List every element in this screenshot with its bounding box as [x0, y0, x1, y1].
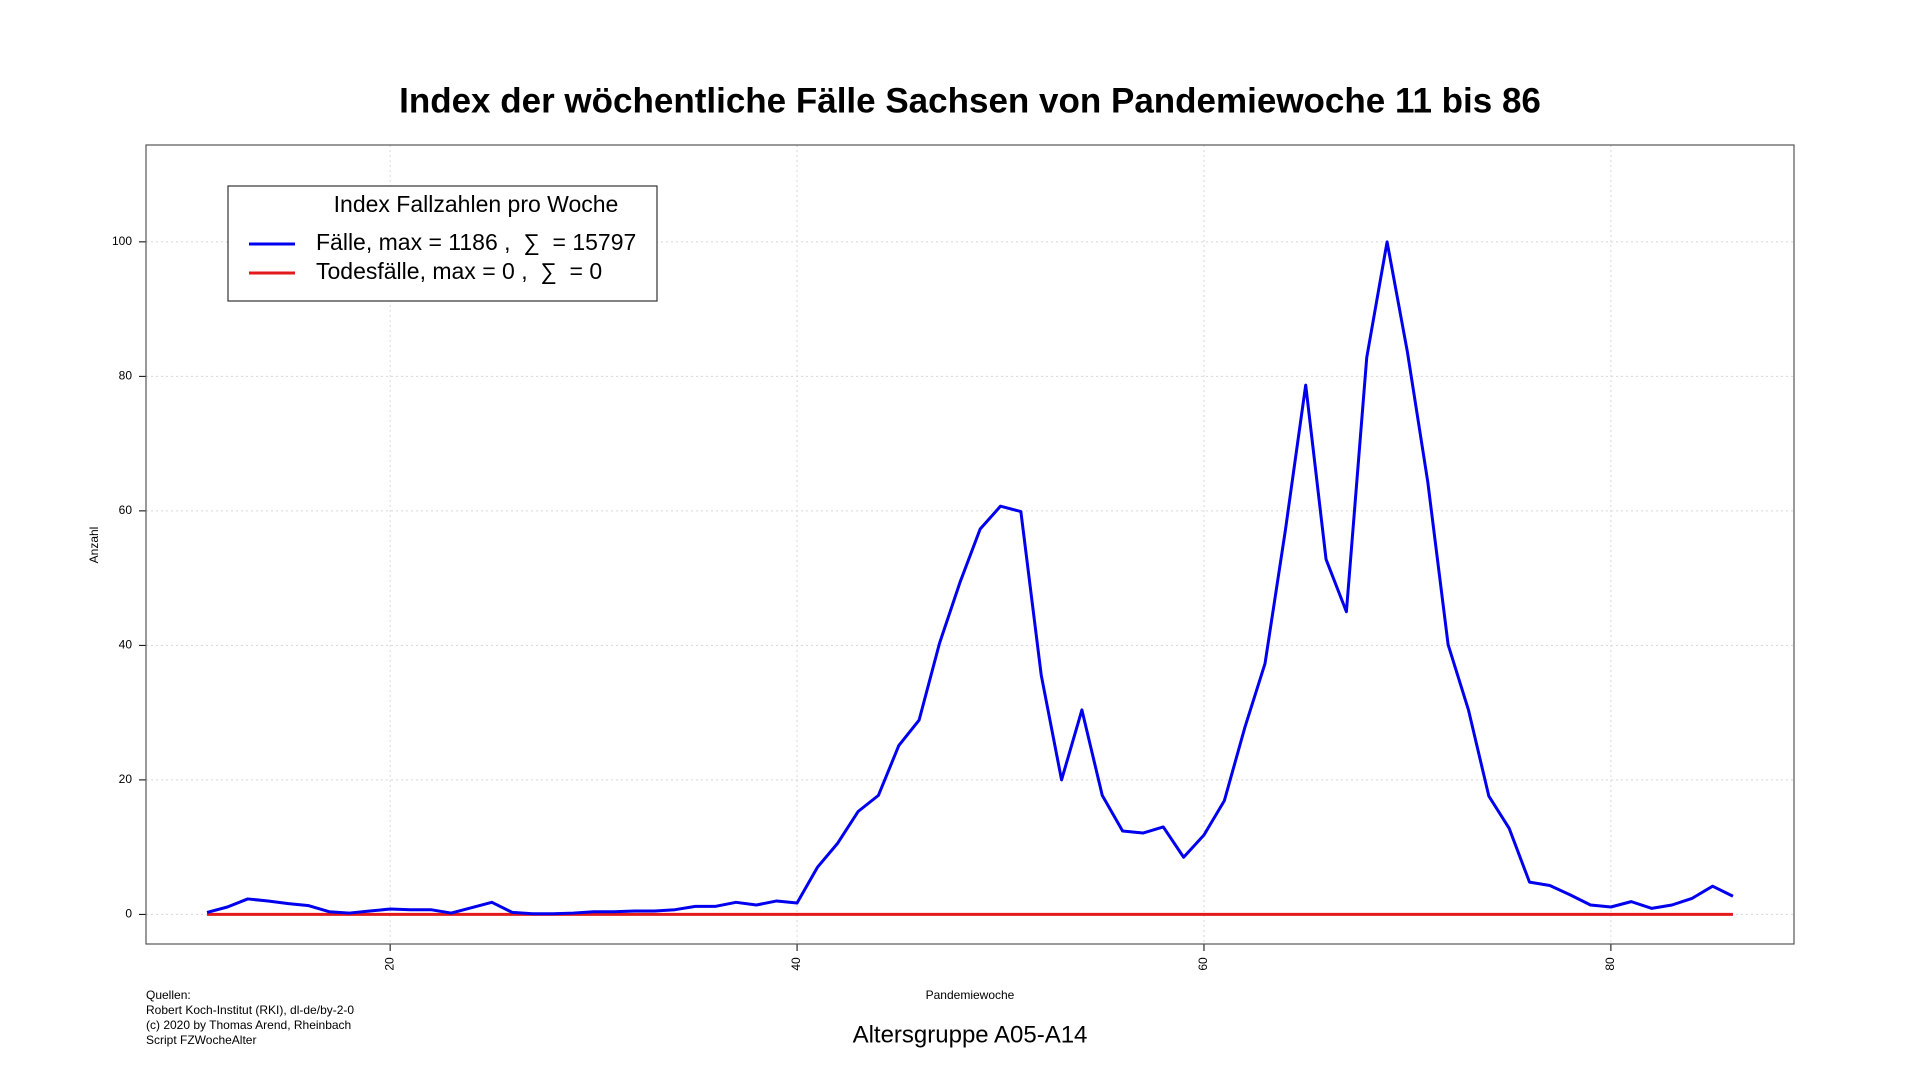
source-line: (c) 2020 by Thomas Arend, Rheinbach: [146, 1018, 351, 1032]
x-tick-label: 40: [789, 957, 803, 971]
legend-box: [227, 185, 658, 302]
y-axis-label: Anzahl: [87, 527, 101, 564]
y-tick-label: 40: [119, 638, 133, 652]
source-line: Script FZWocheAlter: [146, 1033, 256, 1047]
y-tick-label: 60: [119, 503, 133, 517]
legend-label: Fälle, max = 1186 , ∑ = 15797: [316, 229, 636, 255]
x-tick-label: 80: [1603, 957, 1617, 971]
x-tick-label: 20: [382, 957, 396, 971]
y-tick-label: 20: [119, 772, 133, 786]
legend-title: Index Fallzahlen pro Woche: [334, 191, 619, 217]
data-line: [206, 240, 1734, 916]
source-line: Robert Koch-Institut (RKI), dl-de/by-2-0: [146, 1003, 354, 1017]
subtitle: Altersgruppe A05-A14: [853, 1021, 1088, 1048]
plot-border: [145, 144, 1795, 945]
legend-label: Todesfälle, max = 0 , ∑ = 0: [316, 258, 602, 284]
y-tick-label: 80: [119, 369, 133, 383]
legend: Index Fallzahlen pro Woche Fälle, max = 1…: [227, 185, 658, 302]
chart-title: Index der wöchentliche Fälle Sachsen von…: [399, 81, 1541, 120]
x-axis-label: Pandemiewoche: [926, 988, 1015, 1002]
y-tick-label: 100: [112, 234, 132, 248]
y-tick-label: 0: [125, 907, 132, 921]
x-tick-label: 60: [1196, 957, 1210, 971]
source-line: Quellen:: [146, 988, 191, 1002]
